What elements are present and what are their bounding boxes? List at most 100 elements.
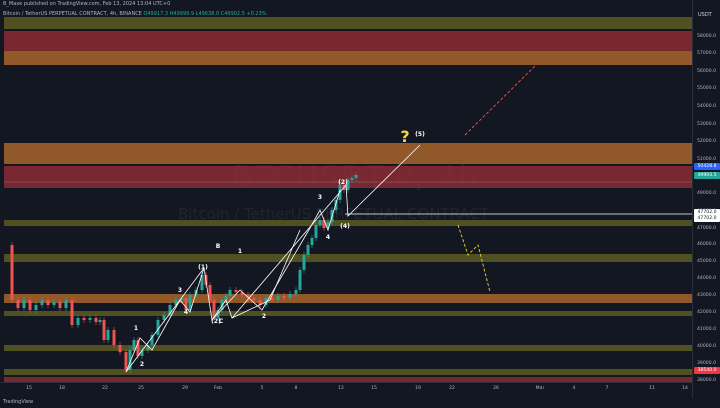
candle-body <box>58 302 62 308</box>
wave-label: ? <box>400 127 409 146</box>
time-tick: 19 <box>415 386 421 391</box>
price-scale[interactable]: USDT 58000.0 57000.0 56000.0 55000.0 54000.0… <box>692 0 720 398</box>
price-tick: 49000.0 <box>697 191 716 196</box>
price-zone <box>4 369 692 375</box>
candle-body <box>162 315 166 320</box>
time-tick: 15 <box>371 386 377 391</box>
price-tick: 55000.0 <box>697 86 716 91</box>
price-tick: 47000.0 <box>697 226 716 231</box>
candle-body <box>234 290 238 292</box>
wave-label: (5) <box>415 131 425 138</box>
candle-body <box>102 320 106 340</box>
chart-header: B_Maxe published on TradingView.com, Feb… <box>0 0 720 18</box>
time-tick: 25 <box>138 386 144 391</box>
elliott-wave-line <box>125 144 421 373</box>
wave-label: (2) <box>211 318 221 325</box>
time-tick: 5 <box>260 386 264 391</box>
candle-body <box>306 245 310 255</box>
candle-body <box>10 245 14 300</box>
wave-label: 3 <box>318 194 322 201</box>
price-tag: 50428.8 <box>694 163 720 170</box>
candle-body <box>88 318 92 320</box>
candle-body <box>28 300 32 310</box>
time-tick: 22 <box>449 386 455 391</box>
symbol-name[interactable]: Bitcoin / TetherUS PERPETUAL CONTRACT, 4… <box>3 11 142 17</box>
candle-body <box>294 290 298 294</box>
time-tick: 7 <box>605 386 609 391</box>
price-tag: 38540.0 <box>694 367 720 374</box>
candle-body <box>212 300 216 318</box>
candle-body <box>228 290 232 296</box>
wave-label: (2) <box>338 179 348 186</box>
candle-body <box>136 340 140 356</box>
ohlc-values: O49917.3 H49999.9 L49638.0 C49902.5 +0.2… <box>143 11 267 17</box>
price-zone <box>4 51 692 65</box>
candle-body <box>40 300 44 305</box>
candle-body <box>168 305 172 315</box>
candle-body <box>318 220 322 225</box>
candle-body <box>220 300 224 310</box>
wave-label: 1 <box>238 248 242 255</box>
candle-body <box>346 180 350 190</box>
bottom-bar: TradingView <box>0 398 720 408</box>
price-tag: 47702.0 <box>694 209 720 216</box>
candle-body <box>70 300 74 325</box>
candle-body <box>240 292 244 295</box>
candle-body <box>334 200 338 210</box>
candle-body <box>354 175 358 178</box>
currency-label: USDT <box>698 12 712 18</box>
time-tick: 11 <box>649 386 655 391</box>
time-tick: 8 <box>294 386 298 391</box>
price-tick: 46000.0 <box>697 242 716 247</box>
publish-info: B_Maxe published on TradingView.com, Feb… <box>3 1 171 7</box>
projection-line-up <box>464 65 536 136</box>
price-zone <box>4 311 692 316</box>
candle-body <box>258 300 262 305</box>
price-tick: 44000.0 <box>697 276 716 281</box>
candle-body <box>94 318 98 322</box>
candle-body <box>350 178 354 180</box>
price-zone <box>4 143 692 164</box>
time-tick: Mar <box>535 386 545 391</box>
time-tick: 22 <box>102 386 108 391</box>
price-tick: 41000.0 <box>697 327 716 332</box>
candle-body <box>118 345 122 352</box>
candle-body <box>188 295 192 310</box>
time-tick: Feb <box>213 386 223 391</box>
price-zone <box>4 220 692 226</box>
price-tag: 49903.5 <box>694 172 720 179</box>
wave-label: B <box>216 243 221 250</box>
wave-label: 1 <box>134 325 138 332</box>
wave-label: 3 <box>178 287 182 294</box>
candle-body <box>224 296 228 300</box>
candle-body <box>34 305 38 310</box>
candle-body <box>298 270 302 290</box>
time-scale[interactable]: 15 18 22 25 29 Feb 5 8 12 15 19 22 26 Mar 4 7 11 14 <box>0 382 692 399</box>
time-tick: 12 <box>338 386 344 391</box>
time-tick: 14 <box>682 386 688 391</box>
wave-label: (4) <box>340 223 350 230</box>
elliott-wave-line <box>125 267 205 373</box>
symbol-watermark-description: Bitcoin / TetherUS PERPETUAL CONTRACT <box>178 205 490 223</box>
tradingview-logo[interactable]: TradingView <box>3 399 34 405</box>
candle-body <box>246 295 250 298</box>
candle-body <box>46 300 50 305</box>
wave-label: 2 <box>262 313 266 320</box>
elliott-wave-line <box>231 229 301 319</box>
price-tick: 40000.0 <box>697 344 716 349</box>
symbol-info: Bitcoin / TetherUS PERPETUAL CONTRACT, 4… <box>3 11 267 17</box>
candle-body <box>16 300 20 308</box>
candle-body <box>150 335 154 345</box>
candle-body <box>174 300 178 305</box>
candle-body <box>140 350 144 356</box>
candle-body <box>132 340 136 350</box>
price-tick: 43000.0 <box>697 293 716 298</box>
candle-body <box>156 320 160 335</box>
price-tick: 42000.0 <box>697 310 716 315</box>
candle-body <box>112 330 116 345</box>
candle-body <box>128 350 132 370</box>
price-tick: 45000.0 <box>697 259 716 264</box>
time-tick: 15 <box>26 386 32 391</box>
price-tick: 57000.0 <box>697 51 716 56</box>
